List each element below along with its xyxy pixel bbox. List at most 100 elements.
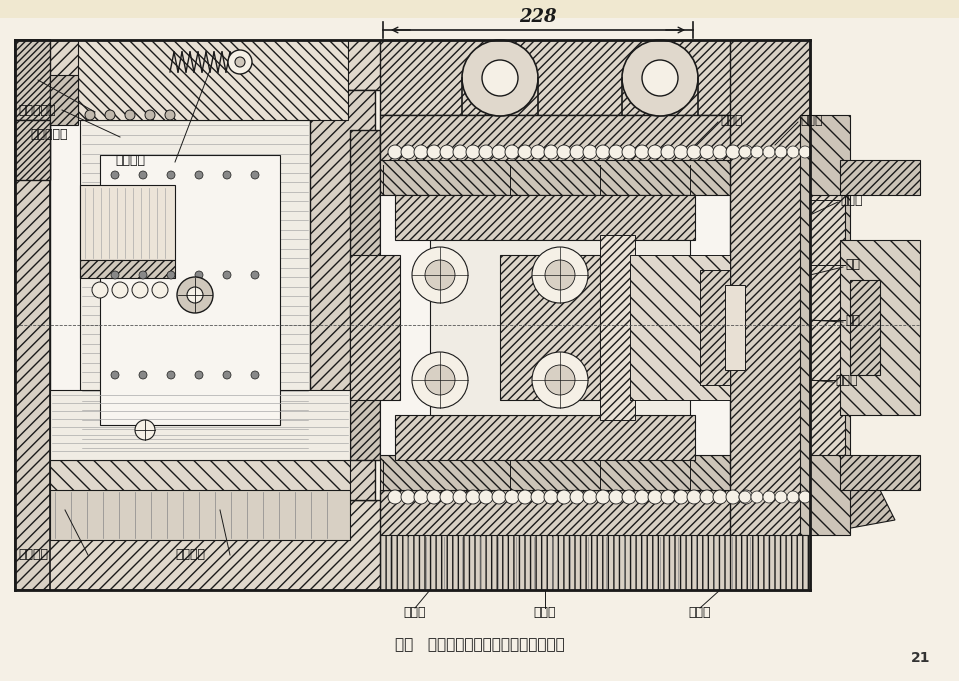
Bar xyxy=(500,255,600,400)
Circle shape xyxy=(135,420,155,440)
Bar xyxy=(15,40,50,120)
Circle shape xyxy=(787,146,799,158)
Bar xyxy=(50,460,350,510)
Circle shape xyxy=(466,490,480,504)
Circle shape xyxy=(570,145,584,159)
Circle shape xyxy=(111,371,119,379)
Circle shape xyxy=(661,490,675,504)
Bar xyxy=(80,260,175,278)
Circle shape xyxy=(388,490,402,504)
Circle shape xyxy=(195,171,203,179)
Text: 固定制动盘: 固定制动盘 xyxy=(18,104,56,116)
Bar xyxy=(80,185,175,260)
Circle shape xyxy=(700,490,714,504)
Circle shape xyxy=(167,371,175,379)
Circle shape xyxy=(251,171,259,179)
Text: 傍磁圈: 傍磁圈 xyxy=(404,605,426,618)
Circle shape xyxy=(251,371,259,379)
Bar xyxy=(50,90,350,500)
Bar xyxy=(600,235,635,420)
Circle shape xyxy=(609,145,623,159)
Circle shape xyxy=(751,491,763,503)
Circle shape xyxy=(505,145,519,159)
Text: 销套: 销套 xyxy=(845,313,860,326)
Circle shape xyxy=(505,490,519,504)
Circle shape xyxy=(195,371,203,379)
Text: 钢丝绳: 钢丝绳 xyxy=(534,605,556,618)
Text: 制动弹簧: 制动弹簧 xyxy=(115,153,145,166)
Circle shape xyxy=(427,490,441,504)
Circle shape xyxy=(462,40,538,116)
Text: 销轴: 销轴 xyxy=(845,259,860,272)
Bar xyxy=(50,75,78,125)
Circle shape xyxy=(739,491,751,503)
Text: 摆线轮: 摆线轮 xyxy=(840,193,862,206)
Circle shape xyxy=(228,50,252,74)
Circle shape xyxy=(544,490,558,504)
Circle shape xyxy=(713,490,727,504)
Circle shape xyxy=(518,145,532,159)
Circle shape xyxy=(235,57,245,67)
Bar xyxy=(15,500,390,590)
Circle shape xyxy=(726,490,740,504)
Circle shape xyxy=(544,145,558,159)
Circle shape xyxy=(622,490,636,504)
Circle shape xyxy=(177,277,213,313)
Text: 21: 21 xyxy=(910,651,930,665)
Circle shape xyxy=(440,490,454,504)
Circle shape xyxy=(427,145,441,159)
Circle shape xyxy=(648,490,662,504)
Bar xyxy=(840,240,920,415)
Bar xyxy=(78,40,348,120)
Circle shape xyxy=(787,491,799,503)
Circle shape xyxy=(425,260,455,290)
Bar xyxy=(380,115,810,165)
Text: 附图   摆线针轮电动葫芦起升装置结构图: 附图 摆线针轮电动葫芦起升装置结构图 xyxy=(395,637,565,652)
Bar xyxy=(380,455,810,490)
Bar xyxy=(350,130,380,460)
Circle shape xyxy=(700,145,714,159)
Circle shape xyxy=(583,145,597,159)
Circle shape xyxy=(661,145,675,159)
Bar xyxy=(350,255,400,400)
Text: 228: 228 xyxy=(519,8,557,26)
Circle shape xyxy=(414,145,428,159)
Bar xyxy=(15,40,925,590)
Text: 调节螺母: 调节螺母 xyxy=(18,548,48,562)
Text: 偏心套: 偏心套 xyxy=(835,373,857,387)
Bar xyxy=(80,120,310,470)
Circle shape xyxy=(492,145,506,159)
Circle shape xyxy=(223,371,231,379)
Circle shape xyxy=(401,490,415,504)
Circle shape xyxy=(111,171,119,179)
Circle shape xyxy=(557,145,571,159)
Circle shape xyxy=(557,490,571,504)
Circle shape xyxy=(388,145,402,159)
Bar xyxy=(50,390,350,460)
Text: 针齿套: 针齿套 xyxy=(720,114,742,127)
Circle shape xyxy=(479,145,493,159)
Bar xyxy=(395,415,695,460)
Circle shape xyxy=(642,60,678,96)
Circle shape xyxy=(401,145,415,159)
Circle shape xyxy=(111,271,119,279)
Circle shape xyxy=(648,145,662,159)
Circle shape xyxy=(425,365,455,395)
Circle shape xyxy=(674,490,688,504)
Circle shape xyxy=(139,171,147,179)
Circle shape xyxy=(635,490,649,504)
Circle shape xyxy=(453,145,467,159)
Circle shape xyxy=(739,145,753,159)
Bar xyxy=(800,115,850,535)
Circle shape xyxy=(466,145,480,159)
Circle shape xyxy=(570,490,584,504)
Bar xyxy=(840,160,920,195)
Bar xyxy=(380,160,810,195)
Circle shape xyxy=(739,146,751,158)
Circle shape xyxy=(622,145,636,159)
Bar xyxy=(380,40,810,115)
Circle shape xyxy=(105,110,115,120)
Circle shape xyxy=(596,145,610,159)
Circle shape xyxy=(251,271,259,279)
Circle shape xyxy=(223,271,231,279)
